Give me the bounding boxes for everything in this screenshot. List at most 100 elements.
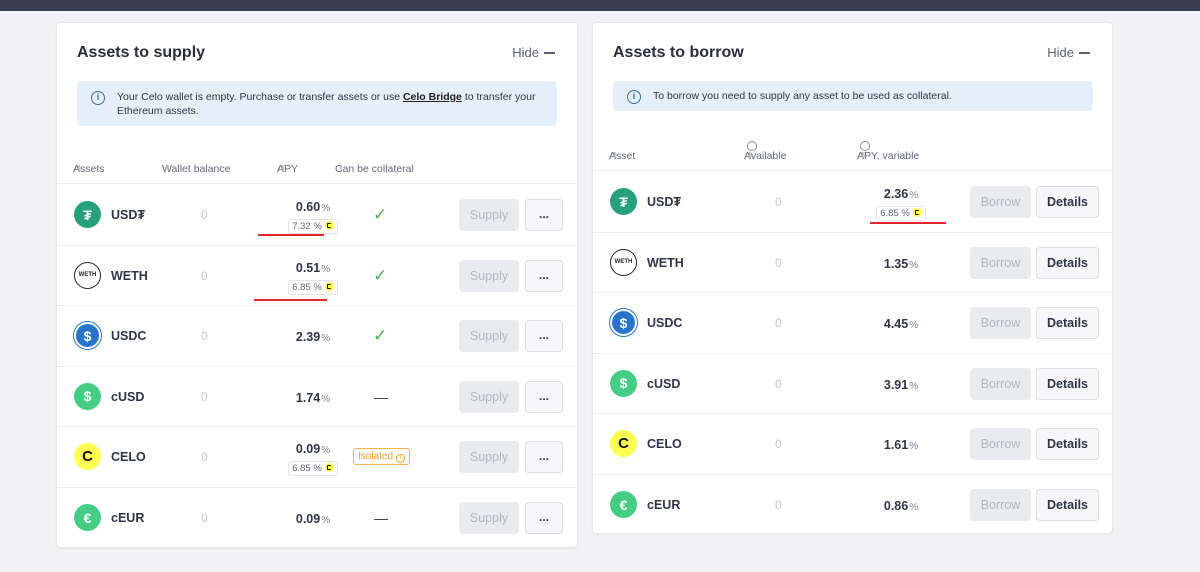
more-options-button[interactable]: ... (525, 380, 563, 413)
wallet-balance: 0 (201, 511, 208, 525)
more-options-button[interactable]: ... (525, 259, 563, 292)
details-button[interactable]: Details (1036, 307, 1099, 340)
apy-value: 2.39 (295, 330, 321, 345)
percent-sign: % (321, 263, 331, 275)
sort-icon: ⬍ (612, 152, 618, 159)
table-row: WETH WETH 0 1.35% Borrow Details (593, 233, 1112, 294)
asset-symbol: cEUR (647, 498, 681, 512)
asset-symbol: CELO (111, 450, 146, 465)
asset-symbol: WETH (647, 255, 684, 270)
borrow-panel-title: Assets to borrow (613, 44, 744, 61)
borrow-button[interactable]: Borrow (970, 307, 1031, 340)
info-icon: i (627, 90, 641, 104)
top-bar (0, 0, 1200, 11)
hide-label: Hide (512, 45, 539, 60)
available-amount: 0 (775, 316, 782, 331)
isolated-badge[interactable]: Isolated i (353, 448, 411, 466)
incentive-apy-badge[interactable]: 7.32 % (288, 219, 338, 234)
table-row: C CELO 0 0.09% 6.85 % Isolated i Supply... (57, 427, 577, 488)
apy-cell: 0.09% 6.85 % (278, 440, 348, 477)
table-row: $ cUSD 0 1.74% — Supply... (57, 367, 577, 428)
more-options-button[interactable]: ... (525, 502, 563, 534)
collateral-dash: — (374, 388, 388, 405)
info-icon: i (396, 454, 406, 464)
apy-cell: 1.35% (866, 255, 936, 273)
more-options-button[interactable]: ... (525, 199, 563, 231)
apy-value: 1.35 (883, 256, 909, 271)
supply-button[interactable]: Supply (459, 502, 519, 534)
borrow-hide-button[interactable]: Hide (1047, 45, 1090, 60)
details-button[interactable]: Details (1036, 246, 1099, 279)
celo-bridge-link[interactable]: Celo Bridge (402, 91, 462, 103)
supply-button[interactable]: Supply (459, 320, 519, 353)
table-row: € cEUR 0 0.09% — Supply... (57, 488, 577, 549)
tether-icon: ₮ (74, 201, 101, 228)
apy-value: 0.09 (295, 512, 321, 526)
apy-value: 0.60 (295, 200, 321, 214)
borrow-button[interactable]: Borrow (970, 428, 1031, 461)
sort-icon: ⬍ (280, 165, 286, 172)
table-row: $ cUSD 0 3.91% Borrow Details (593, 354, 1112, 415)
asset-symbol: cUSD (111, 389, 145, 404)
apy-value: 4.45 (883, 317, 909, 332)
red-underline (870, 222, 946, 224)
assets-to-borrow-panel: Assets to borrow Hide i To borrow you ne… (592, 22, 1113, 534)
minus-icon (544, 51, 555, 54)
borrow-button[interactable]: Borrow (970, 367, 1031, 400)
supply-button[interactable]: Supply (459, 380, 519, 413)
table-row: € cEUR 0 0.86% Borrow Details (593, 475, 1112, 536)
percent-sign: % (321, 393, 331, 405)
table-row: WETH WETH 0 0.51% 6.85 % ✓ Supply... (57, 246, 577, 307)
borrow-button[interactable]: Borrow (970, 246, 1031, 279)
details-button[interactable]: Details (1036, 428, 1099, 461)
borrow-info-banner: i To borrow you need to supply any asset… (613, 81, 1093, 111)
percent-sign: % (321, 515, 331, 526)
more-options-button[interactable]: ... (525, 320, 563, 353)
asset-symbol: USD₮ (111, 208, 146, 222)
assets-to-supply-panel: Assets to supply Hide i Your Celo wallet… (56, 22, 578, 548)
wallet-balance: 0 (201, 329, 208, 344)
celo-reward-icon (324, 463, 334, 473)
borrow-button[interactable]: Borrow (970, 489, 1031, 521)
supply-hide-button[interactable]: Hide (512, 45, 555, 60)
percent-sign: % (909, 502, 919, 513)
available-amount: 0 (775, 498, 782, 512)
more-options-button[interactable]: ... (525, 441, 563, 474)
hide-label: Hide (1047, 45, 1074, 60)
percent-sign: % (321, 333, 331, 345)
supply-table-header: Assets ⬍ Wallet balance ⬍ APY ⬍ Can be coll… (57, 154, 577, 184)
incentive-apy-badge[interactable]: 6.85 % (876, 206, 926, 221)
supply-button[interactable]: Supply (459, 441, 519, 474)
table-row: $ USDC 0 2.39% ✓ Supply... (57, 306, 577, 367)
details-button[interactable]: Details (1036, 489, 1099, 521)
apy-cell: 4.45% (866, 315, 936, 333)
supply-button[interactable]: Supply (459, 199, 519, 231)
apy-cell: 0.51% 6.85 % (278, 259, 348, 295)
table-row: ₮ USD₮ 0 2.36% 6.85 % Borrow Details (593, 172, 1112, 233)
asset-symbol: WETH (111, 268, 148, 283)
apy-cell: 1.74% (278, 389, 348, 407)
collateral-check-icon: ✓ (373, 326, 388, 346)
details-button[interactable]: Details (1036, 186, 1099, 218)
celo-icon: C (610, 430, 637, 458)
percent-sign: % (321, 203, 331, 214)
apy-cell: 0.60% 7.32 % (278, 198, 348, 234)
table-row: ₮ USD₮ 0 0.60% 7.32 % ✓ Supply... (57, 185, 577, 246)
apy-cell: 0.09% (278, 510, 348, 528)
table-row: C CELO 0 1.61% Borrow Details (593, 414, 1112, 475)
collateral-dash: — (374, 510, 388, 526)
incentive-apy-badge[interactable]: 6.85 % (288, 461, 338, 477)
usdc-icon: $ (610, 309, 637, 337)
apy-value: 2.36 (883, 187, 909, 201)
supply-info-text: Your Celo wallet is empty. Purchase or t… (117, 91, 536, 117)
supply-button[interactable]: Supply (459, 259, 519, 292)
borrow-button[interactable]: Borrow (970, 186, 1031, 218)
details-button[interactable]: Details (1036, 367, 1099, 400)
available-amount: 0 (775, 195, 782, 209)
borrow-rows: ₮ USD₮ 0 2.36% 6.85 % Borrow Details WETH WETH 0 1… (593, 172, 1112, 535)
table-row: $ USDC 0 4.45% Borrow Details (593, 293, 1112, 354)
celo-reward-icon (324, 221, 334, 230)
info-icon: i (91, 91, 105, 105)
percent-sign: % (909, 441, 919, 453)
incentive-apy-badge[interactable]: 6.85 % (288, 279, 338, 295)
